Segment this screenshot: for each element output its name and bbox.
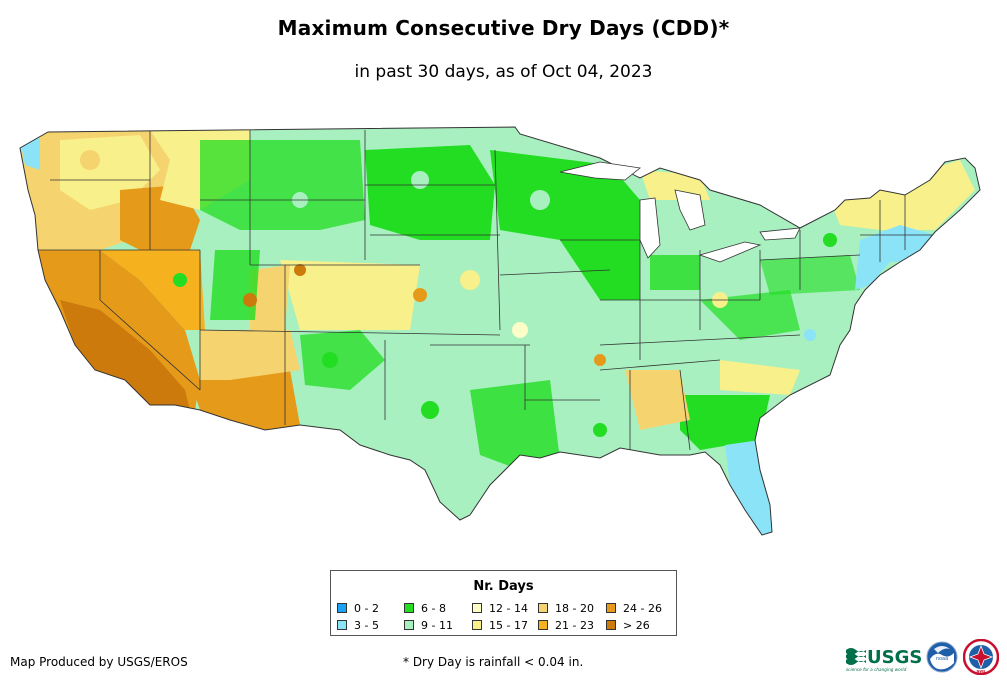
legend-label: 15 - 17 <box>489 619 528 632</box>
svg-text:USGS: USGS <box>867 647 921 668</box>
legend-swatch <box>472 620 482 630</box>
lake-erie <box>698 241 762 263</box>
us-outline <box>19 126 981 536</box>
legend-swatch <box>538 620 548 630</box>
legend-label: 3 - 5 <box>354 619 379 632</box>
legend-title: Nr. Days <box>473 579 534 594</box>
noaa-logo: noaa <box>926 641 958 673</box>
legend-swatch <box>404 603 414 613</box>
legend-swatch <box>606 603 616 613</box>
legend-label: 18 - 20 <box>555 602 594 615</box>
legend-label: 6 - 8 <box>421 602 446 615</box>
region-dakotas-green <box>365 145 495 240</box>
footnote: * Dry Day is rainfall < 0.04 in. <box>403 655 584 669</box>
lake-huron <box>674 189 706 231</box>
region-arizona <box>200 330 300 380</box>
svg-text:noaa: noaa <box>936 656 948 662</box>
legend-label: 24 - 26 <box>623 602 662 615</box>
legend-label: 9 - 11 <box>421 619 453 632</box>
legend-swatch <box>337 603 347 613</box>
lake-ontario <box>759 227 801 241</box>
producer-credit: Map Produced by USGS/EROS <box>10 655 188 669</box>
svg-text:NWS: NWS <box>976 670 986 674</box>
region-socal-brown <box>60 300 190 410</box>
legend-swatch <box>606 620 616 630</box>
region-ohio-green <box>650 255 700 290</box>
region-nm-green <box>300 330 385 390</box>
legend: Nr. Days 0 - 2 3 - 5 6 - 8 9 - 11 12 - 1… <box>330 570 677 636</box>
usgs-logo: USGS science for a changing world <box>846 647 921 672</box>
legend-swatch <box>337 620 347 630</box>
legend-label: 12 - 14 <box>489 602 528 615</box>
region-texas-east-green <box>470 380 560 470</box>
region-mt-green <box>200 140 365 230</box>
lake-superior <box>559 161 641 181</box>
legend-label: > 26 <box>623 619 650 632</box>
region-alabama-orange <box>625 370 690 430</box>
legend-item-0-2: 0 - 2 <box>337 602 379 615</box>
legend-label: 0 - 2 <box>354 602 379 615</box>
region-upper-midwest-green <box>490 150 640 300</box>
legend-item-9-11: 9 - 11 <box>404 619 453 632</box>
region-pa-green <box>760 255 860 295</box>
region-ne-blue <box>855 225 935 290</box>
map-subtitle: in past 30 days, as of Oct 04, 2023 <box>354 62 653 82</box>
svg-text:science for a changing world: science for a changing world <box>846 667 907 672</box>
legend-item-3-5: 3 - 5 <box>337 619 379 632</box>
region-utah-yellow <box>250 265 290 330</box>
legend-item-24-26: 24 - 26 <box>606 602 662 615</box>
region-utah-green <box>210 250 260 320</box>
legend-item-15-17: 15 - 17 <box>472 619 528 632</box>
legend-item-18-20: 18 - 20 <box>538 602 594 615</box>
nws-logo: NWS <box>963 639 999 675</box>
region-colorado-yellow <box>280 260 420 330</box>
legend-swatch <box>538 603 548 613</box>
legend-swatch <box>472 603 482 613</box>
legend-item-21-23: 21 - 23 <box>538 619 594 632</box>
legend-item-6-8: 6 - 8 <box>404 602 446 615</box>
legend-item-gt-26: > 26 <box>606 619 650 632</box>
legend-label: 21 - 23 <box>555 619 594 632</box>
region-georgia-green <box>680 395 770 450</box>
lake-michigan <box>639 197 661 259</box>
region-nevada <box>100 250 205 330</box>
region-carolinas-yellow <box>720 360 800 395</box>
legend-swatch <box>404 620 414 630</box>
state-boundaries <box>38 130 935 451</box>
region-wa-coast-blue <box>20 138 40 170</box>
region-arizona-sw <box>190 370 300 430</box>
map-title: Maximum Consecutive Dry Days (CDD)* <box>277 16 730 40</box>
legend-item-12-14: 12 - 14 <box>472 602 528 615</box>
speckle-texture <box>80 150 837 461</box>
